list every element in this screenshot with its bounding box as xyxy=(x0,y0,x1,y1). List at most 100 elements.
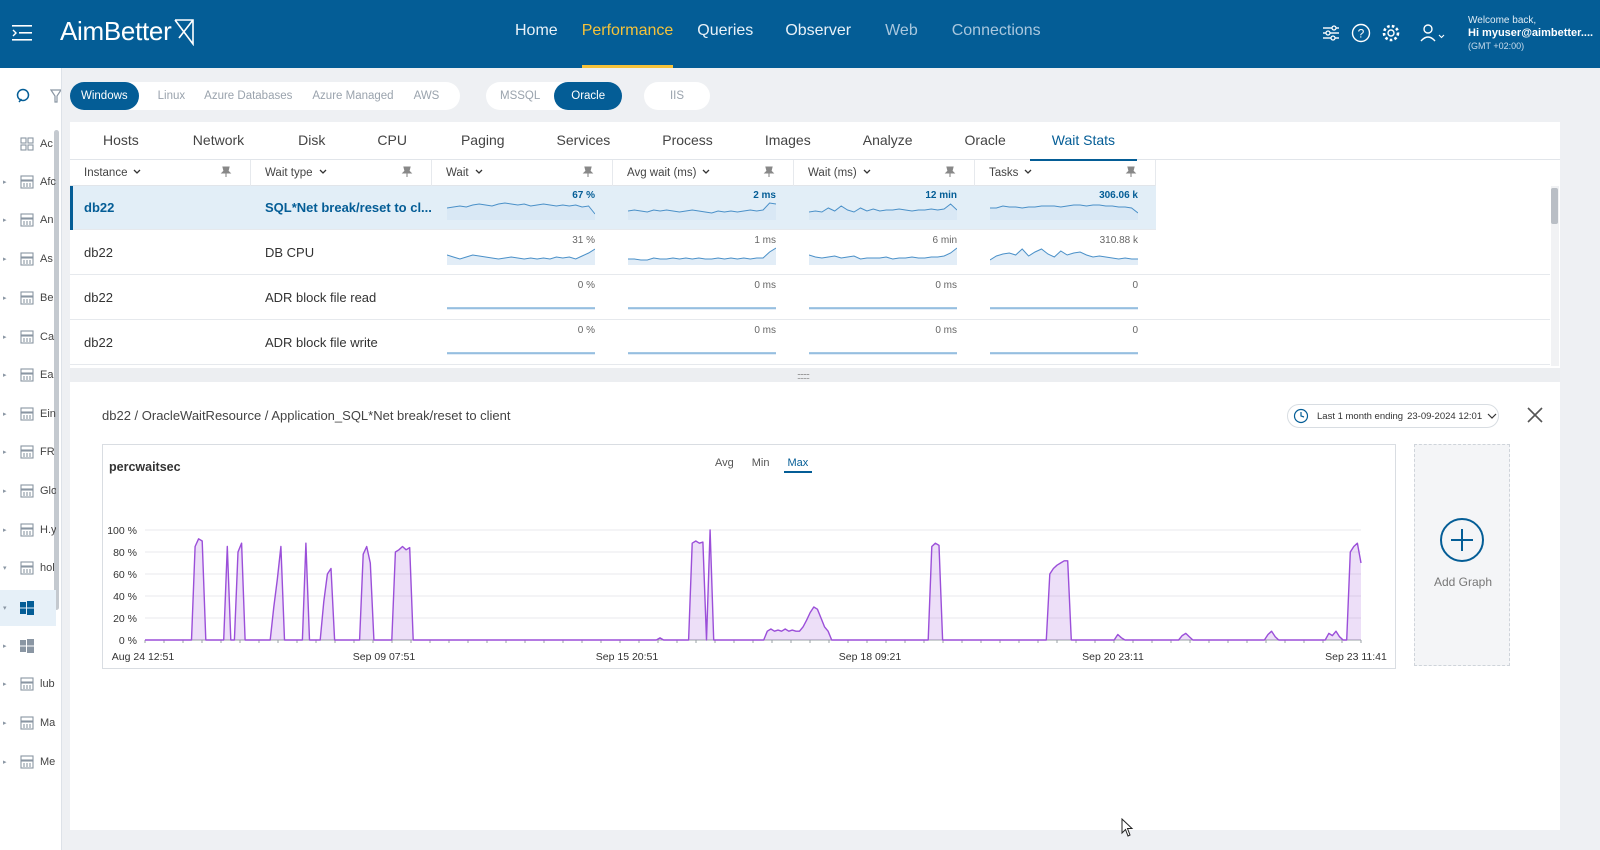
sidebar-item[interactable]: ▾ hol xyxy=(0,550,56,586)
filter-iis[interactable]: IIS xyxy=(669,90,685,102)
tab-process[interactable]: Process xyxy=(662,132,713,148)
grid-scrollbar[interactable] xyxy=(1551,186,1559,366)
nav-queries[interactable]: Queries xyxy=(697,22,754,39)
nav-connections[interactable]: Connections xyxy=(951,22,1041,39)
caret-right-icon[interactable]: ▸ xyxy=(3,720,7,727)
menu-toggle-icon[interactable] xyxy=(12,22,34,44)
sidebar-item[interactable]: ▸ Ca xyxy=(0,319,56,355)
table-row[interactable]: db22 DB CPU 31 % 1 ms 6 min 310.88 k xyxy=(70,231,1550,275)
sidebar-item[interactable]: ▸ Ea xyxy=(0,357,56,393)
grid-scroll-thumb[interactable] xyxy=(1551,188,1558,224)
table-row[interactable]: db22 SQL*Net break/reset to cl... 67 % 2 ms… xyxy=(70,186,1156,230)
filter-mssql[interactable]: MSSQL xyxy=(500,90,541,102)
filter-windows[interactable]: Windows xyxy=(70,82,139,110)
user-menu[interactable]: Welcome back, Hi myuser@aimbetter.... (G… xyxy=(1418,14,1593,53)
chevron-down-icon[interactable] xyxy=(1023,168,1033,176)
chevron-down-icon[interactable] xyxy=(701,168,711,176)
caret-right-icon[interactable]: ▸ xyxy=(3,643,7,650)
sidebar-item[interactable]: ▸ As xyxy=(0,241,56,277)
agg-min[interactable]: Min xyxy=(751,457,770,469)
caret-right-icon[interactable]: ▸ xyxy=(3,488,7,495)
chevron-down-icon[interactable] xyxy=(862,168,872,176)
sidebar-item[interactable]: ▸ FR xyxy=(0,434,56,470)
sidebar-item[interactable]: Ac xyxy=(0,126,56,162)
time-range-picker[interactable]: Last 1 month ending 23-09-2024 12:01 xyxy=(1287,404,1499,428)
table-row[interactable]: db22 ADR block file write 0 % 0 ms 0 ms 0 xyxy=(70,321,1550,365)
caret-right-icon[interactable]: ▸ xyxy=(3,217,7,224)
chevron-down-icon[interactable] xyxy=(318,168,328,176)
tab-wait-stats[interactable]: Wait Stats xyxy=(1029,122,1138,161)
agg-avg[interactable]: Avg xyxy=(715,457,734,469)
agg-max[interactable]: Max xyxy=(783,457,813,473)
caret-right-icon[interactable]: ▸ xyxy=(3,256,7,263)
tab-services[interactable]: Services xyxy=(556,132,611,148)
nav-web[interactable]: Web xyxy=(885,22,918,39)
sidebar-item[interactable]: ▸ Be xyxy=(0,280,56,316)
caret-right-icon[interactable]: ▸ xyxy=(3,179,7,186)
chevron-down-icon[interactable] xyxy=(474,168,484,176)
sidebar-item[interactable]: ▸ Afc xyxy=(0,164,56,200)
col-avg-wait-header[interactable]: Avg wait (ms) xyxy=(613,160,794,186)
col-instance-header[interactable]: Instance xyxy=(70,160,251,186)
col-wait-header[interactable]: Wait xyxy=(432,160,613,186)
caret-right-icon[interactable]: ▸ xyxy=(3,334,7,341)
panel-splitter[interactable]: :::::::: xyxy=(70,368,1560,382)
brand-logo[interactable]: AimBetter xyxy=(60,16,195,47)
filter-oracle[interactable]: Oracle xyxy=(554,82,623,110)
sidebar-scrollbar[interactable] xyxy=(54,130,59,610)
tab-network[interactable]: Network xyxy=(192,132,245,148)
tab-paging[interactable]: Paging xyxy=(460,132,505,148)
sidebar-item[interactable]: ▸ Me xyxy=(0,744,56,780)
caret-right-icon[interactable]: ▸ xyxy=(3,411,7,418)
caret-down-icon[interactable]: ▾ xyxy=(3,605,7,612)
filter-azure-databases[interactable]: Azure Databases xyxy=(204,90,293,102)
filter-icon[interactable] xyxy=(50,88,62,104)
caret-right-icon[interactable]: ▸ xyxy=(3,759,7,766)
col-tasks-header[interactable]: Tasks xyxy=(975,160,1156,186)
sliders-icon[interactable] xyxy=(1320,22,1342,44)
pin-icon[interactable] xyxy=(582,166,594,178)
filter-aws[interactable]: AWS xyxy=(413,90,440,102)
add-graph-button[interactable]: Add Graph xyxy=(1414,444,1510,666)
filter-linux[interactable]: Linux xyxy=(157,90,186,102)
pin-icon[interactable] xyxy=(763,166,775,178)
caret-right-icon[interactable]: ▸ xyxy=(3,449,7,456)
sidebar-item[interactable]: ▸ An xyxy=(0,202,56,238)
pin-icon[interactable] xyxy=(220,166,232,178)
caret-right-icon[interactable]: ▸ xyxy=(3,527,7,534)
nav-home[interactable]: Home xyxy=(515,22,558,39)
tab-images[interactable]: Images xyxy=(764,132,811,148)
wait-chart[interactable]: 0 % 20 % 40 % 60 % 80 % 100 % Aug 24 12:51 Sep … xyxy=(103,445,1397,670)
sidebar-item[interactable]: ▸ H.y xyxy=(0,512,56,548)
sidebar-item[interactable]: ▸ lub xyxy=(0,666,56,702)
gear-icon[interactable] xyxy=(1380,22,1402,44)
sidebar-item[interactable]: ▸ Ma xyxy=(0,705,56,741)
sidebar-item[interactable]: ▸ Glo xyxy=(0,473,56,509)
nav-performance[interactable]: Performance xyxy=(581,0,673,68)
tab-analyze[interactable]: Analyze xyxy=(862,132,913,148)
help-icon[interactable]: ? xyxy=(1350,22,1372,44)
sidebar-item[interactable]: ▸ xyxy=(0,628,56,664)
sidebar-item[interactable]: ▸ Ein xyxy=(0,396,56,432)
tab-oracle[interactable]: Oracle xyxy=(964,132,1006,148)
col-wait-type-header[interactable]: Wait type xyxy=(251,160,432,186)
search-icon[interactable] xyxy=(16,88,32,104)
caret-right-icon[interactable]: ▸ xyxy=(3,372,7,379)
table-row[interactable]: db22 ADR block file read 0 % 0 ms 0 ms 0 xyxy=(70,276,1550,320)
pin-icon[interactable] xyxy=(1125,166,1137,178)
pin-icon[interactable] xyxy=(401,166,413,178)
db-filter-group: MSSQL Oracle xyxy=(486,82,623,110)
chevron-down-icon[interactable] xyxy=(132,168,142,176)
close-icon[interactable] xyxy=(1526,406,1544,424)
sidebar-item[interactable]: ▾ xyxy=(0,590,56,626)
caret-down-icon[interactable]: ▾ xyxy=(3,565,7,572)
nav-observer[interactable]: Observer xyxy=(785,22,852,39)
filter-azure-managed[interactable]: Azure Managed xyxy=(312,90,394,102)
tab-hosts[interactable]: Hosts xyxy=(103,132,139,148)
tab-disk[interactable]: Disk xyxy=(298,132,326,148)
tab-cpu[interactable]: CPU xyxy=(377,132,407,148)
caret-right-icon[interactable]: ▸ xyxy=(3,295,7,302)
caret-right-icon[interactable]: ▸ xyxy=(3,681,7,688)
pin-icon[interactable] xyxy=(944,166,956,178)
col-wait-ms-header[interactable]: Wait (ms) xyxy=(794,160,975,186)
